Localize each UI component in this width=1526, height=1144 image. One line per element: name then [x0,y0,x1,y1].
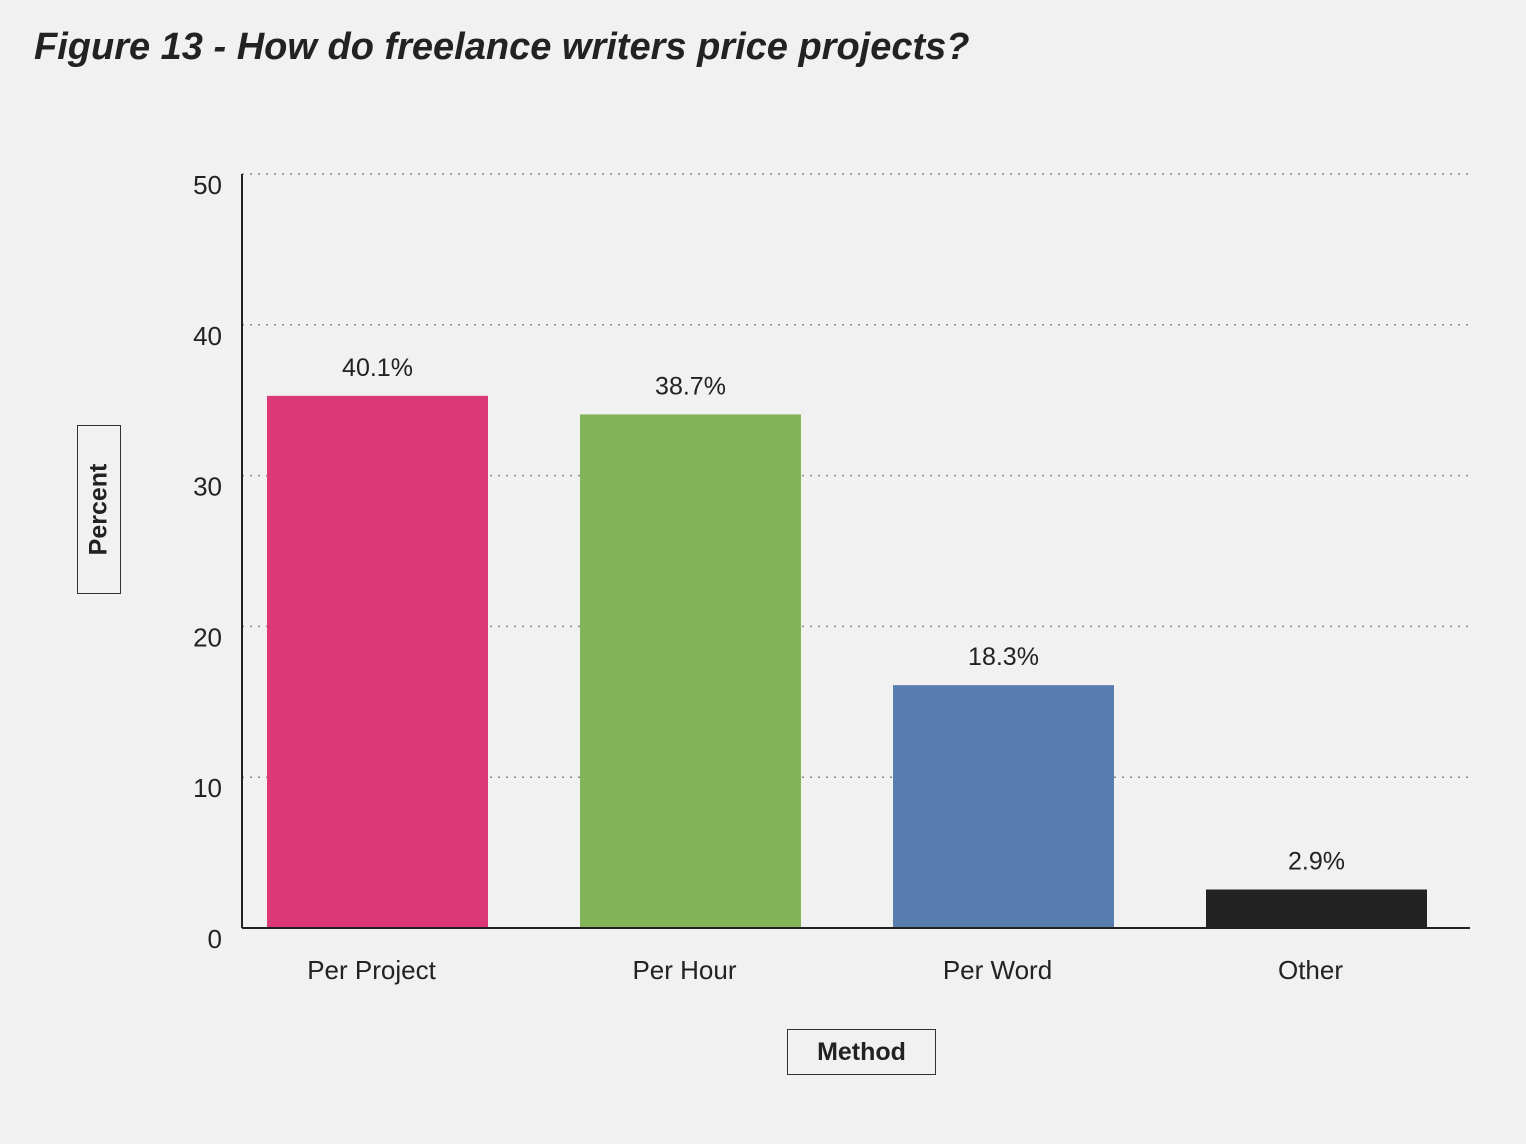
data-label: 2.9% [1288,848,1345,876]
data-label: 18.3% [968,643,1039,671]
y-tick-label: 10 [193,773,222,803]
y-tick-label: 0 [208,924,222,954]
x-tick-label: Per Project [307,955,436,985]
y-axis-title-text: Percent [84,463,113,556]
data-label: 38.7% [655,372,726,400]
y-tick-label: 30 [193,472,222,502]
labels: 0 10 20 30 40 50 40.1% Per Project 38.7% Per Hour… [193,170,1345,985]
bar-per-project [267,395,488,929]
data-label: 40.1% [342,354,413,382]
x-tick-label: Other [1278,955,1343,985]
y-tick-label: 20 [193,622,222,652]
x-axis-title-text: Method [817,1037,906,1066]
x-tick-label: Per Hour [632,955,736,985]
chart-title: Figure 13 - How do freelance writers pri… [34,26,970,68]
bar-other [1206,889,1427,928]
x-axis-title: Method [787,1029,936,1075]
y-axis-title: Percent [77,425,121,594]
axes [241,174,1470,929]
bar-per-word [893,685,1114,928]
x-tick-label: Per Word [943,955,1052,985]
y-tick-label: 50 [193,170,222,200]
bars [267,395,1427,929]
bar-per-hour [580,414,801,928]
y-tick-label: 40 [193,321,222,351]
